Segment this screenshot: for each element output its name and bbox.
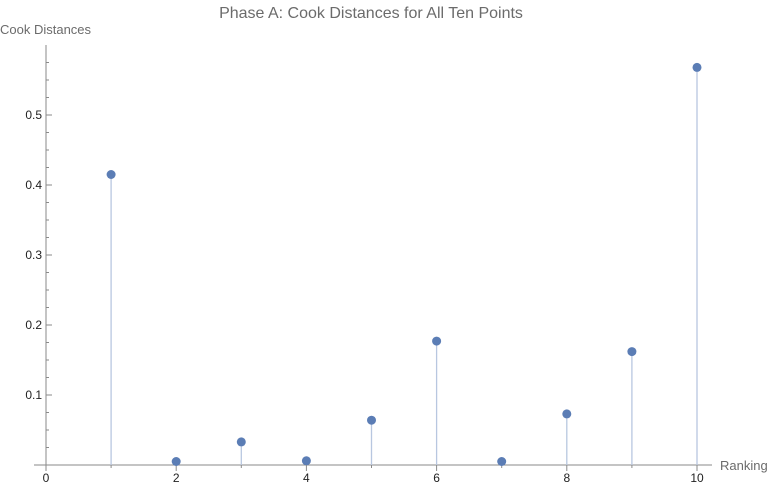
data-point <box>432 336 442 346</box>
x-tick-label: 8 <box>563 471 570 485</box>
data-point <box>692 62 702 72</box>
x-tick-label: 2 <box>173 471 180 485</box>
data-point <box>367 415 376 425</box>
chart-title: Phase A: Cook Distances for All Ten Poin… <box>219 5 523 22</box>
x-tick-label: 4 <box>303 471 310 485</box>
points <box>106 62 702 466</box>
data-point <box>171 457 181 466</box>
x-axis-label: Ranking <box>720 458 768 473</box>
y-axis-label: Cook Distances <box>0 22 92 37</box>
y-tick-label: 0.2 <box>25 318 42 332</box>
data-point <box>497 457 507 466</box>
x-ticks: 0 2 4 6 8 10 <box>43 465 704 485</box>
y-ticks: 0.1 0.2 0.3 0.4 0.5 <box>25 62 52 448</box>
data-point <box>562 409 572 419</box>
stems <box>110 67 698 465</box>
y-tick-label: 0.3 <box>25 248 42 262</box>
x-tick-label: 10 <box>690 471 704 485</box>
data-point <box>627 347 637 357</box>
y-tick-label: 0.1 <box>25 388 42 402</box>
y-tick-label: 0.5 <box>25 108 42 122</box>
x-tick-label: 6 <box>433 471 440 485</box>
data-point <box>236 437 246 447</box>
data-point <box>106 170 116 179</box>
x-tick-label: 0 <box>43 471 50 485</box>
y-tick-label: 0.4 <box>25 178 42 192</box>
data-point <box>301 456 311 466</box>
